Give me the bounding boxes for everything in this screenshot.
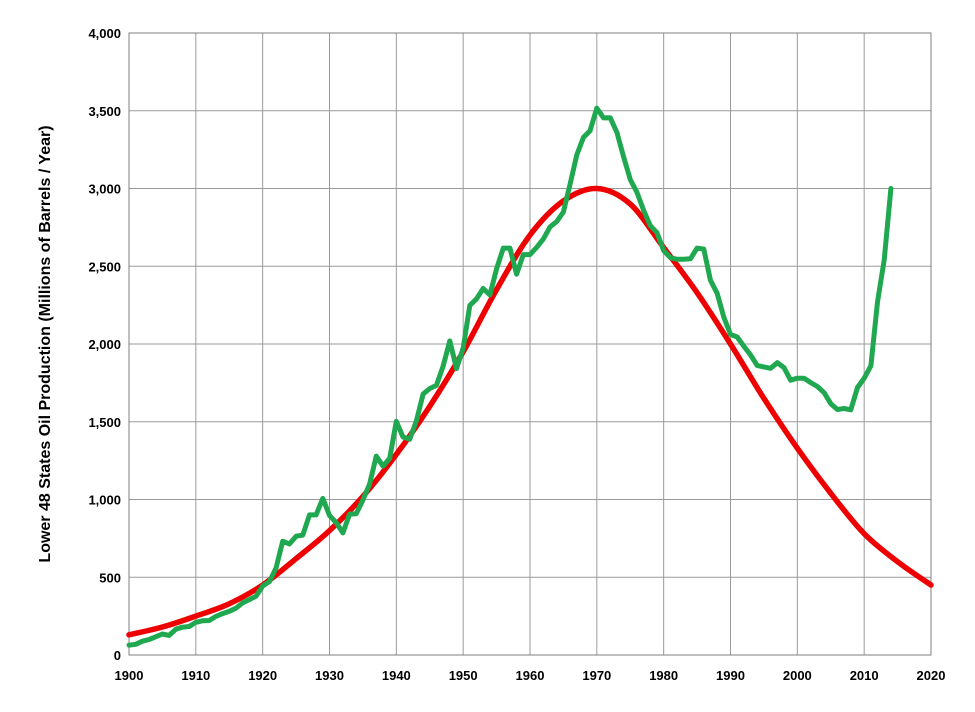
y-tick-label: 0 [114,648,121,663]
x-tick-label: 1980 [649,668,678,683]
y-tick-label: 500 [99,570,121,585]
x-tick-label: 1960 [516,668,545,683]
x-tick-label: 1970 [582,668,611,683]
x-tick-label: 2000 [783,668,812,683]
y-axis-title: Lower 48 States Oil Production (Millions… [37,125,54,562]
x-axis-tick-labels: 1900 1910 1920 1930 1940 1950 1960 1970 1980 1990… [115,668,946,683]
x-tick-label: 2020 [917,668,946,683]
x-tick-label: 1950 [449,668,478,683]
y-tick-label: 3,500 [88,104,121,119]
x-tick-label: 1900 [115,668,144,683]
x-tick-label: 1930 [315,668,344,683]
y-tick-label: 2,000 [88,337,121,352]
series-layer [126,105,934,648]
x-tick-label: 1910 [181,668,210,683]
production-line-green [126,105,894,648]
y-axis-tick-labels: 0 500 1,000 1,500 2,000 2,500 3,000 3,500 4,000 [88,26,121,663]
y-tick-label: 3,000 [88,182,121,197]
grid-lines [128,32,932,656]
x-tick-label: 1990 [716,668,745,683]
x-tick-label: 2010 [850,668,879,683]
y-tick-label: 2,500 [88,259,121,274]
y-tick-label: 1,000 [88,493,121,508]
y-tick-label: 4,000 [88,26,121,41]
y-tick-label: 1,500 [88,415,121,430]
x-tick-label: 1920 [248,668,277,683]
plot-border [128,32,932,656]
x-tick-label: 1940 [382,668,411,683]
